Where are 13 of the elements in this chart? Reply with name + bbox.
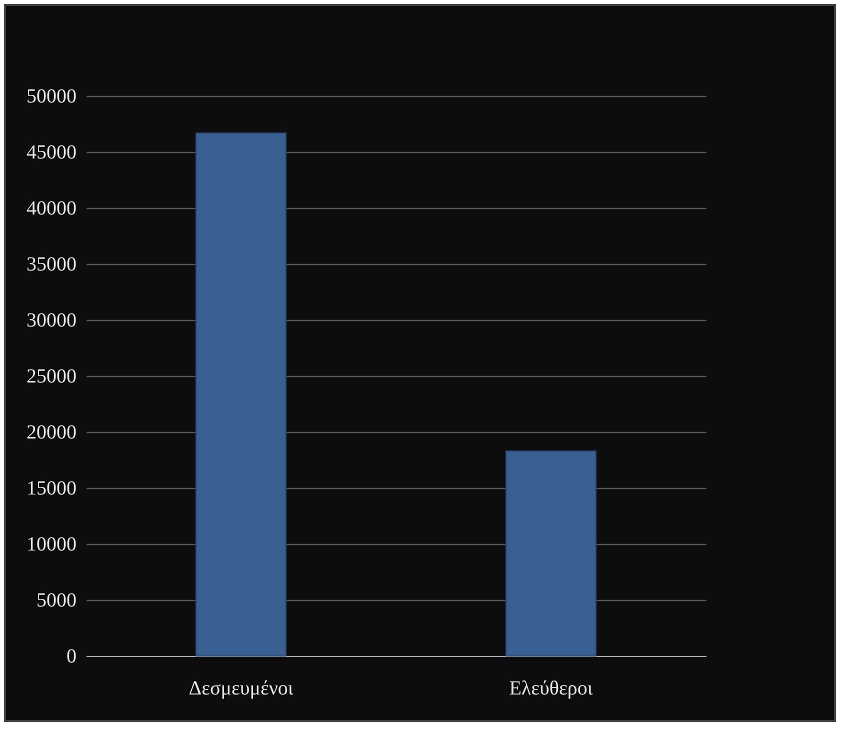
y-tick-label: 0 — [66, 646, 76, 668]
y-tick-label: 10000 — [26, 534, 76, 556]
y-tick-label: 35000 — [26, 254, 76, 276]
y-tick-label: 25000 — [26, 366, 76, 388]
y-tick-label: 15000 — [26, 478, 76, 500]
y-tick-label: 40000 — [26, 198, 76, 220]
y-tick-label: 30000 — [26, 310, 76, 332]
x-tick-label: Δεσμευμένοι — [188, 678, 294, 700]
x-tick-label: Ελεύθεροι — [509, 678, 594, 700]
y-tick-label: 50000 — [26, 86, 76, 108]
y-tick-label: 5000 — [36, 590, 76, 612]
y-tick-label: 20000 — [26, 422, 76, 444]
y-tick-label: 45000 — [26, 142, 76, 164]
